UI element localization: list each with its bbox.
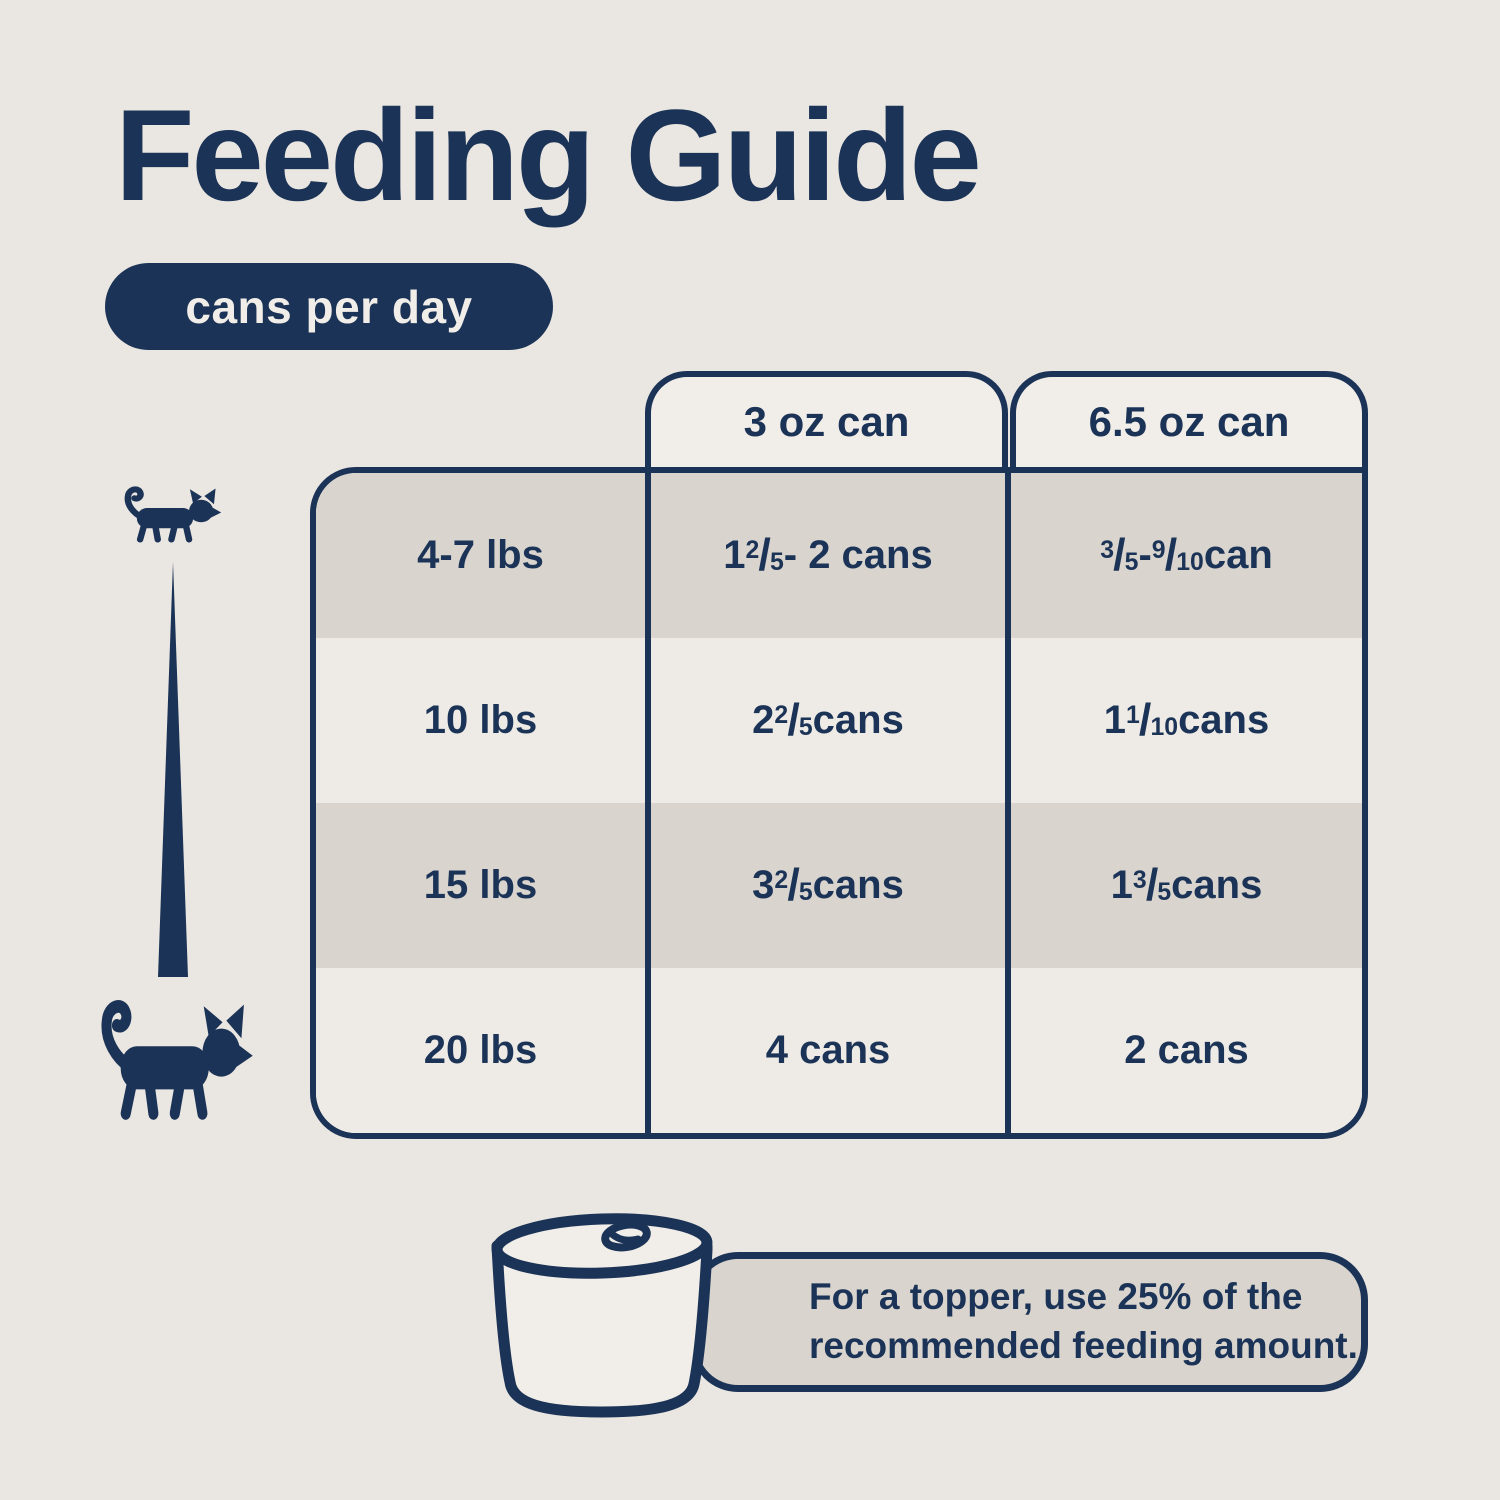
column-header-3oz-label: 3 oz can xyxy=(743,398,910,445)
small-cat-icon xyxy=(124,486,222,543)
large-can-amount-cell: 2 cans xyxy=(1005,968,1362,1133)
weight-scale-wedge xyxy=(158,562,188,977)
table-row: 15 lbs 3 2/5 cans 1 3/5 cans xyxy=(316,803,1362,968)
large-can-amount-cell: 1 1/10 cans xyxy=(1005,638,1362,803)
topper-note-text: For a topper, use 25% of the recommended… xyxy=(809,1276,1358,1366)
feeding-table: 4-7 lbs 1 2/5 - 2 cans 3/5 - 9/10 can 10 … xyxy=(310,467,1368,1139)
page-title: Feeding Guide xyxy=(115,82,982,228)
column-header-6-5oz-can: 6.5 oz can xyxy=(1010,371,1368,467)
weight-cell: 10 lbs xyxy=(423,698,538,742)
units-badge-label: cans per day xyxy=(185,280,473,333)
units-badge: cans per day xyxy=(105,263,553,350)
topper-note: For a topper, use 25% of the recommended… xyxy=(690,1252,1368,1392)
column-header-6-5oz-label: 6.5 oz can xyxy=(1088,398,1290,445)
table-row: 20 lbs 4 cans 2 cans xyxy=(316,968,1362,1133)
small-can-amount-cell: 2 2/5 cans xyxy=(645,638,1005,803)
large-cat-icon xyxy=(101,1000,253,1120)
table-row: 10 lbs 2 2/5 cans 1 1/10 cans xyxy=(316,638,1362,803)
small-can-amount-cell: 3 2/5 cans xyxy=(645,803,1005,968)
weight-cell: 20 lbs xyxy=(423,1028,538,1072)
large-can-amount-cell: 1 3/5 cans xyxy=(1005,803,1362,968)
table-row: 4-7 lbs 1 2/5 - 2 cans 3/5 - 9/10 can xyxy=(316,473,1362,638)
weight-cell: 4-7 lbs xyxy=(417,533,544,577)
weight-cell: 15 lbs xyxy=(423,863,538,907)
small-can-amount-cell: 1 2/5 - 2 cans xyxy=(645,473,1005,638)
large-can-amount-cell: 3/5 - 9/10 can xyxy=(1005,473,1362,638)
small-can-amount-cell: 4 cans xyxy=(645,968,1005,1133)
column-header-3oz-can: 3 oz can xyxy=(645,371,1008,467)
cat-food-can-icon xyxy=(491,1213,713,1418)
